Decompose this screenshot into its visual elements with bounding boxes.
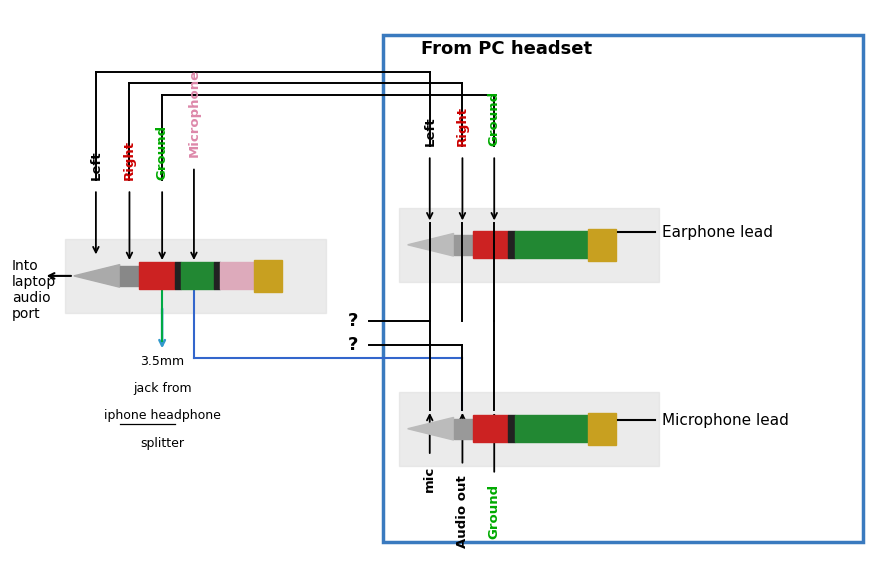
Text: Into
laptop
audio
port: Into laptop audio port bbox=[12, 259, 56, 321]
Text: Right: Right bbox=[456, 105, 469, 146]
Polygon shape bbox=[74, 264, 120, 287]
Bar bbox=[214, 262, 221, 290]
Text: Right: Right bbox=[123, 140, 136, 180]
Bar bbox=[473, 415, 509, 442]
Text: Audio out: Audio out bbox=[456, 475, 469, 548]
Bar bbox=[175, 262, 181, 290]
Text: Ground: Ground bbox=[487, 484, 501, 539]
Polygon shape bbox=[408, 234, 454, 256]
Text: jack from: jack from bbox=[133, 382, 191, 396]
Bar bbox=[254, 260, 283, 292]
Bar bbox=[181, 262, 214, 290]
Text: Microphone lead: Microphone lead bbox=[662, 413, 789, 428]
Text: Ground: Ground bbox=[487, 91, 501, 146]
Bar bbox=[587, 229, 616, 260]
Text: mic: mic bbox=[424, 466, 436, 492]
Bar bbox=[454, 418, 473, 439]
Text: ?: ? bbox=[347, 336, 358, 354]
Text: From PC headset: From PC headset bbox=[421, 40, 592, 59]
Text: 3.5mm: 3.5mm bbox=[140, 355, 184, 368]
Bar bbox=[221, 262, 254, 290]
Bar bbox=[515, 415, 587, 442]
Bar bbox=[139, 262, 175, 290]
Text: splitter: splitter bbox=[140, 437, 184, 450]
Bar bbox=[509, 231, 515, 258]
Text: Ground: Ground bbox=[156, 125, 168, 180]
Bar bbox=[454, 235, 473, 255]
Bar bbox=[120, 266, 139, 286]
Text: iphone headphone: iphone headphone bbox=[104, 409, 221, 422]
Bar bbox=[399, 208, 659, 282]
Bar bbox=[509, 415, 515, 442]
Bar bbox=[587, 413, 616, 445]
Bar bbox=[399, 392, 659, 466]
Polygon shape bbox=[408, 417, 454, 440]
Bar bbox=[515, 231, 587, 258]
Text: Earphone lead: Earphone lead bbox=[662, 225, 773, 240]
Text: Left: Left bbox=[89, 150, 103, 180]
Text: ?: ? bbox=[347, 312, 358, 330]
Bar bbox=[473, 231, 509, 258]
Text: Left: Left bbox=[424, 116, 436, 146]
Text: Microphone: Microphone bbox=[188, 69, 200, 157]
Bar bbox=[65, 239, 325, 313]
